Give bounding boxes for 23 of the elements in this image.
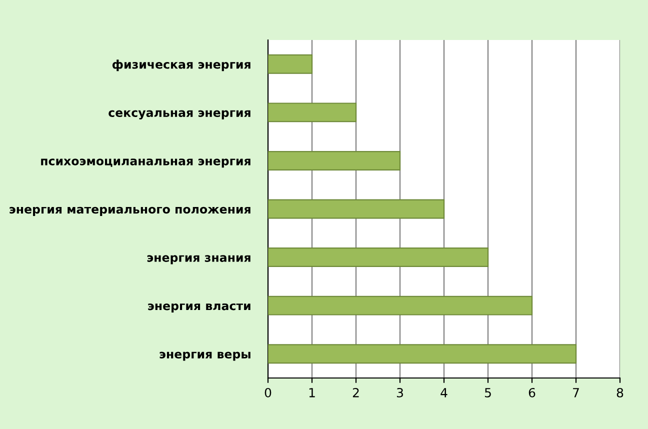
x-tick-label: 0 [264, 388, 272, 398]
bar [268, 54, 313, 74]
y-tick-label: энергия знания [147, 255, 250, 264]
y-tick-label: энергия власти [148, 303, 250, 313]
bar [268, 344, 577, 364]
y-tick-label: психоэмоциланальная энергия [41, 158, 250, 168]
bar [268, 199, 445, 219]
x-tick-label: 1 [309, 388, 315, 398]
x-tick-label: 6 [528, 388, 536, 398]
bar [268, 102, 357, 122]
y-tick-label: энергия веры [160, 352, 250, 361]
x-tick-label: 8 [616, 388, 624, 398]
x-tick-label: 4 [440, 388, 448, 398]
y-tick-label: энергия материального положения [10, 206, 250, 216]
bar [268, 296, 533, 316]
bar [268, 150, 401, 170]
bar [268, 248, 489, 268]
x-tick-label: 2 [352, 388, 359, 398]
y-tick-label: сексуальная энергия [108, 110, 250, 120]
x-tick-label: 7 [573, 388, 579, 398]
y-tick-label: физическая энергия [112, 60, 250, 72]
x-tick-label: 5 [484, 388, 491, 398]
x-tick-label: 3 [396, 388, 403, 398]
